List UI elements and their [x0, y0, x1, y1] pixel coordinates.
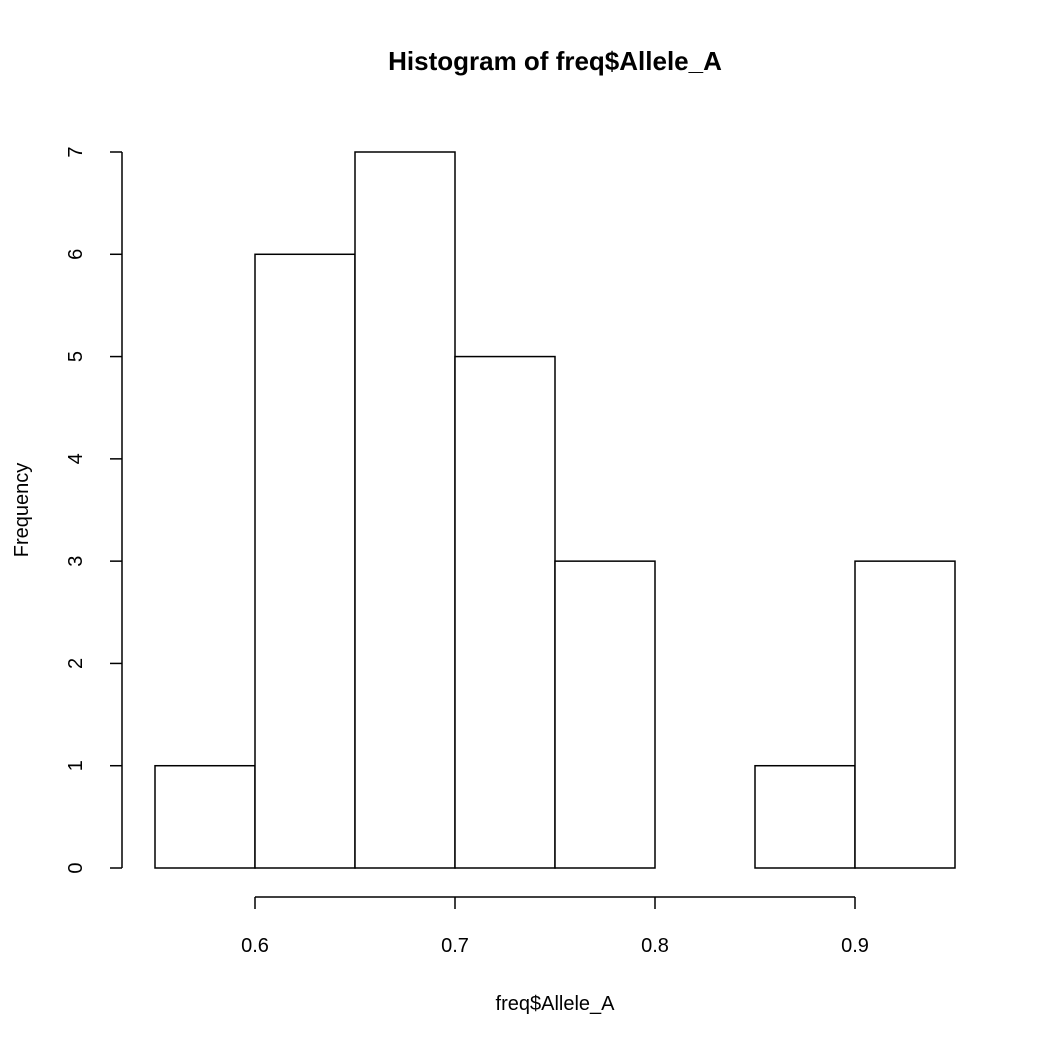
- x-tick-label: 0.6: [241, 935, 269, 957]
- x-tick-label: 0.7: [441, 935, 469, 957]
- x-tick-label: 0.8: [641, 935, 669, 957]
- histogram-bar: [154, 764, 256, 869]
- histogram-bar: [554, 560, 656, 869]
- y-tick-label: 6: [65, 249, 87, 260]
- y-tick-label: 7: [65, 146, 87, 157]
- x-tick-label: 0.9: [841, 935, 869, 957]
- x-axis: 0.6 0.7 0.8 0.9: [241, 896, 869, 957]
- y-axis: 0 1 2 3 4 5 6 7: [65, 146, 123, 874]
- y-tick-label: 2: [65, 658, 87, 669]
- histogram-bar: [454, 355, 556, 869]
- histogram-bar: [754, 764, 856, 869]
- y-axis-label: Frequency: [11, 463, 33, 558]
- histogram-bar: [354, 151, 456, 869]
- y-tick-label: 3: [65, 556, 87, 567]
- bars-group: [154, 151, 956, 869]
- histogram-bar: [254, 253, 356, 869]
- y-tick-label: 4: [65, 453, 87, 464]
- x-axis-label: freq$Allele_A: [496, 993, 616, 1015]
- y-tick-label: 0: [65, 862, 87, 873]
- chart-title: Histogram of freq$Allele_A: [388, 46, 722, 76]
- y-tick-label: 1: [65, 760, 87, 771]
- y-tick-label: 5: [65, 351, 87, 362]
- histogram-bar: [854, 560, 956, 869]
